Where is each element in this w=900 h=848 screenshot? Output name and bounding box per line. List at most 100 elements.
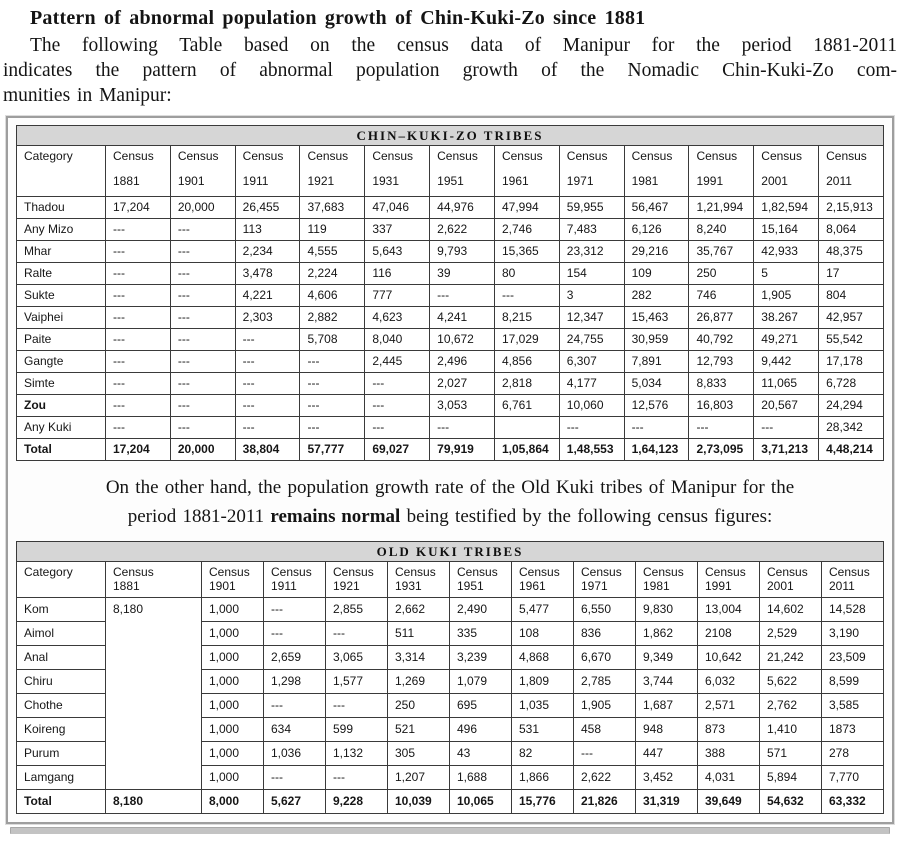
table-cell: 17,204 [105, 196, 171, 219]
table-cell: 9,442 [753, 350, 820, 373]
table-cell: 48,375 [818, 240, 884, 263]
table-cell: 4,623 [364, 306, 431, 329]
table-cell: 6,728 [818, 372, 884, 395]
table-cell: 5,708 [299, 328, 366, 351]
table-cell: 8,215 [493, 306, 560, 329]
table-cell: 2,496 [429, 350, 495, 373]
table-cell: 2,490 [449, 597, 512, 622]
table-cell: 39 [429, 262, 495, 285]
row-label: Total [16, 438, 106, 461]
table-cell: 109 [623, 262, 690, 285]
table-cell: 1,687 [635, 693, 698, 718]
table-cell: 79,919 [429, 438, 495, 461]
table-cell: 4,241 [429, 306, 495, 329]
table-cell: 12,347 [558, 306, 625, 329]
row-label: Kom [16, 597, 106, 622]
table-cell: 47,994 [493, 196, 560, 219]
table-cell: --- [429, 416, 495, 439]
row-label: Simte [16, 372, 106, 395]
table-cell: 5,894 [759, 765, 822, 790]
table-row: Koireng 1,000 634 599 521 496 531 458 948 873 1,41… [16, 717, 884, 742]
table-cell: 1,036 [263, 741, 326, 766]
table-cell: 17,204 [105, 438, 171, 461]
table-cell: --- [263, 693, 326, 718]
table-cell: 695 [449, 693, 512, 718]
census-column-header: Census 1961 [493, 145, 560, 197]
table-cell: --- [263, 597, 326, 622]
table-cell: 14,602 [759, 597, 822, 622]
header-row: Category Census 1881 Census 1901 Census 1911 Ce… [16, 561, 884, 598]
table-cell: --- [688, 416, 755, 439]
table-cell: 2,73,095 [688, 438, 755, 461]
row-label: Ralte [16, 262, 106, 285]
table-row: Chiru 1,000 1,298 1,577 1,269 1,079 1,809 2,785… [16, 669, 884, 694]
table-cell: 1,132 [325, 741, 388, 766]
table-cell: 5,643 [364, 240, 431, 263]
table-cell: 40,792 [688, 328, 755, 351]
table-cell: 2,855 [325, 597, 388, 622]
table-cell: 1,64,123 [623, 438, 690, 461]
table-cell: 6,670 [573, 645, 636, 670]
table-cell: 5,622 [759, 669, 822, 694]
table-cell: 8,240 [688, 218, 755, 241]
middle-line-2: period 1881-2011 remains normal being te… [16, 502, 884, 531]
table-cell: 1,000 [201, 669, 264, 694]
table-row: Aimol 1,000 --- --- 511 335 108 836 1,862 2108 2,5… [16, 621, 884, 646]
table-cell: 571 [759, 741, 822, 766]
census-column-header: Census 1921 [299, 145, 366, 197]
table-cell: 5,627 [263, 789, 326, 814]
table-cell: 44,976 [429, 196, 495, 219]
census-column-header: Census 1911 [234, 145, 301, 197]
table-cell: 42,933 [753, 240, 820, 263]
census-column-header: Census 1901 [169, 145, 236, 197]
table-cell: 1,000 [201, 765, 264, 790]
census-column-header: Census 1971 [573, 561, 636, 598]
table-cell: --- [234, 394, 301, 417]
table-cell: 1,866 [511, 765, 574, 790]
chin-kuki-zo-table-title: CHIN–KUKI-ZO TRIBES [16, 125, 884, 145]
table-cell: --- [169, 394, 236, 417]
table-cell: --- [105, 262, 171, 285]
row-label: Paite [16, 328, 106, 351]
table-cell: 4,48,214 [818, 438, 884, 461]
table-cell: 31,319 [635, 789, 698, 814]
intro-paragraph: The following Table based on the census … [0, 30, 900, 108]
table-cell: 10,672 [429, 328, 495, 351]
table-cell: 20,567 [753, 394, 820, 417]
table-cell: 15,365 [493, 240, 560, 263]
table-cell: --- [169, 284, 236, 307]
table-cell: 28,342 [818, 416, 884, 439]
census-column-header: Census 1951 [449, 561, 512, 598]
table-cell: 4,606 [299, 284, 366, 307]
table-cell: 1,000 [201, 741, 264, 766]
table-cell: 337 [364, 218, 431, 241]
table-cell: 113 [234, 218, 301, 241]
row-label: Aimol [16, 621, 106, 646]
row-label: Koireng [16, 717, 106, 742]
table-cell: 4,868 [511, 645, 574, 670]
table-cell: 8,599 [821, 669, 884, 694]
table-row: Any Kuki --- --- --- --- --- --- --- --- --- --- 28… [16, 416, 884, 439]
table-cell: 2,571 [697, 693, 760, 718]
table-cell: 9,349 [635, 645, 698, 670]
table-cell: 5,034 [623, 372, 690, 395]
census-column-header: Census 1991 [688, 145, 755, 197]
table-cell: --- [573, 741, 636, 766]
table-cell: 1,298 [263, 669, 326, 694]
table-cell: 119 [299, 218, 366, 241]
row-label: Any Kuki [16, 416, 106, 439]
table-cell: --- [169, 306, 236, 329]
table-cell: 11,065 [753, 372, 820, 395]
census-column-header: Census 2011 [818, 145, 884, 197]
row-label: Anal [16, 645, 106, 670]
table-cell: 47,046 [364, 196, 431, 219]
table-cell: 1,000 [201, 597, 264, 622]
table-cell: 24,294 [818, 394, 884, 417]
table-cell: 388 [697, 741, 760, 766]
row-label: Total [16, 789, 106, 814]
table-cell: 30,959 [623, 328, 690, 351]
table-cell: 54,632 [759, 789, 822, 814]
table-cell: 7,483 [558, 218, 625, 241]
table-cell: --- [105, 350, 171, 373]
row-label: Thadou [16, 196, 106, 219]
